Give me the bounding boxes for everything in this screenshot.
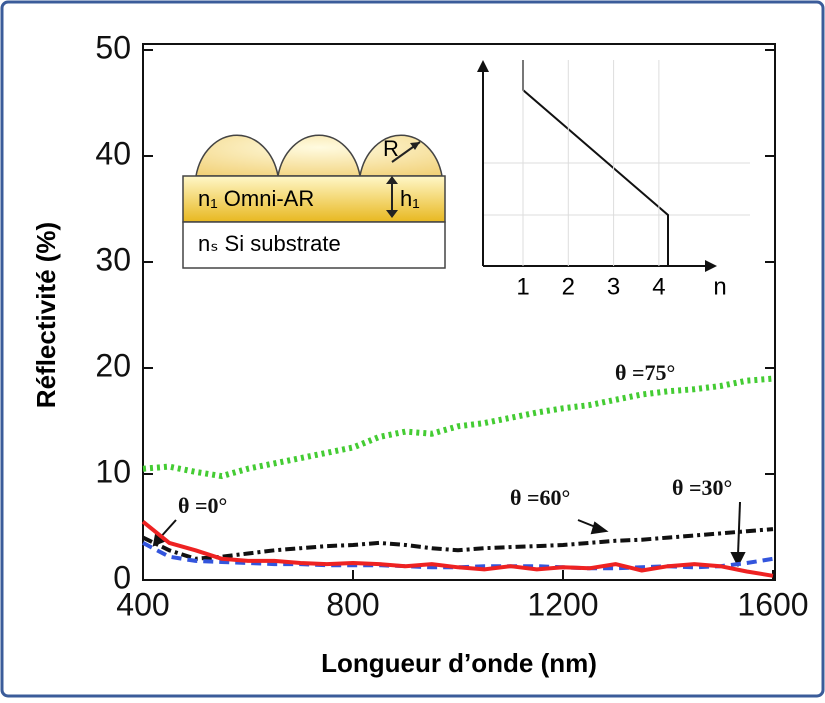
x-tick-label: 400 [116, 586, 169, 622]
layer-label: n₁ Omni-AR [198, 186, 314, 211]
y-tick-label: 0 [113, 559, 131, 595]
x-tick-label: 1200 [527, 586, 598, 622]
series-line [142, 527, 774, 561]
series-line [141, 520, 774, 578]
y-tick-label: 40 [95, 135, 131, 171]
y-tick-label: 20 [95, 347, 131, 383]
series-line [142, 375, 774, 480]
inset-tick-label: 2 [562, 273, 575, 300]
inset-tick-label: 1 [516, 273, 529, 300]
plot-area [142, 43, 776, 581]
y-tick-label: 10 [95, 453, 131, 489]
series-label: θ =0° [178, 493, 227, 518]
series-label: θ =30° [672, 475, 732, 500]
series-label: θ =75° [615, 360, 675, 385]
x-tick-label: 1600 [737, 586, 808, 622]
inset-tick-label: 3 [607, 273, 620, 300]
y-tick-label: 50 [95, 29, 131, 65]
h-label: h₁ [400, 186, 420, 211]
r-label: R [383, 136, 399, 161]
inset-structure: R h₁ n₁ Omni-AR nₛ Si substrate [182, 134, 446, 269]
series-label: θ =60° [510, 485, 570, 510]
x-tick-label: 800 [326, 586, 379, 622]
x-axis-label: Longueur d’onde (nm) [321, 648, 597, 678]
inset-axis-label: n [713, 273, 726, 300]
y-tick-label: 30 [95, 241, 131, 277]
substrate-label: nₛ Si substrate [198, 231, 341, 256]
inset-tick-label: 4 [652, 273, 665, 300]
y-axis-label: Réflectivité (%) [31, 222, 61, 408]
